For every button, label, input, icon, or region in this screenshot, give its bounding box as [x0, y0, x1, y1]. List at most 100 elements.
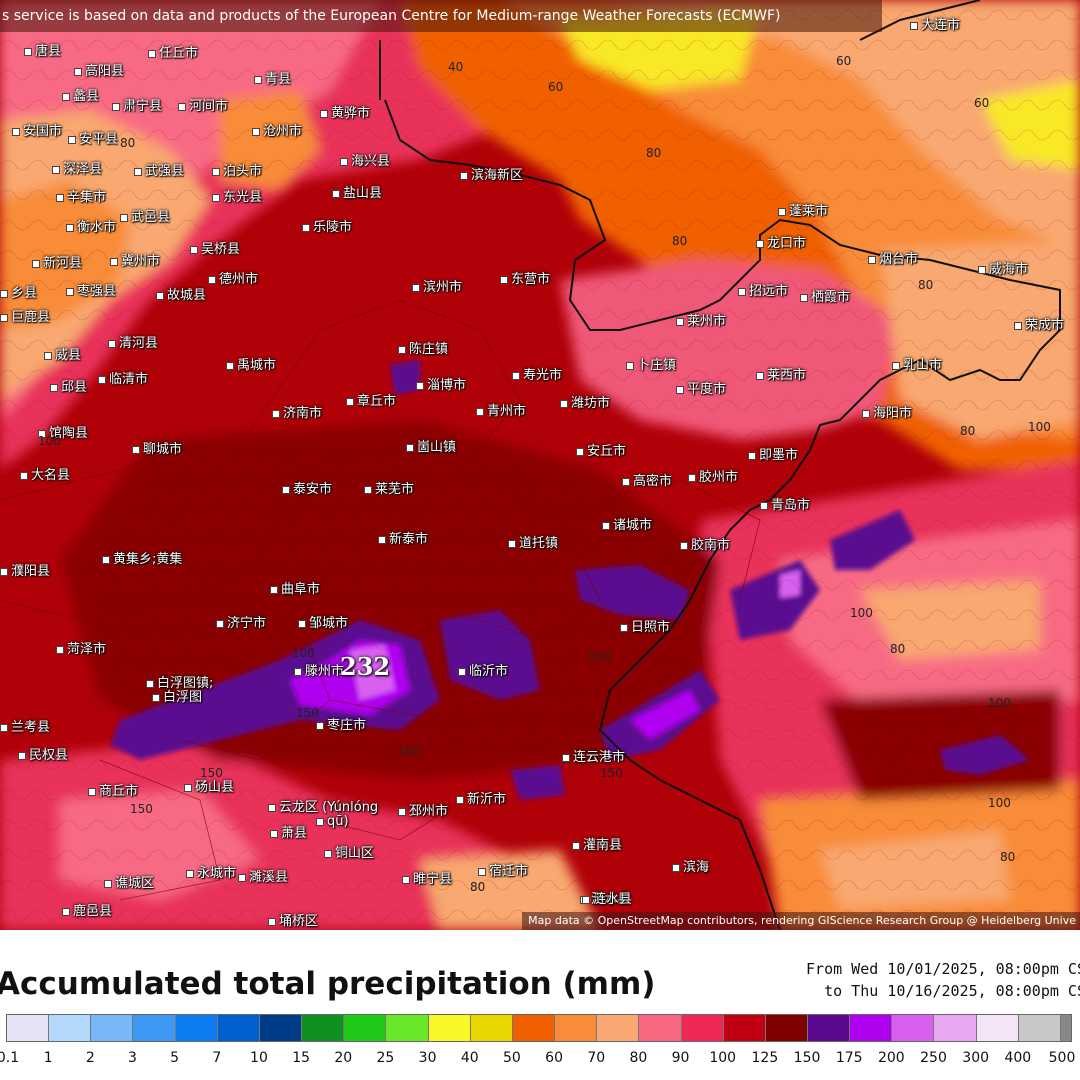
- city-name: 青县: [265, 72, 292, 87]
- city-name: 莱芜市: [375, 482, 415, 497]
- colorbar-swatch: [7, 1015, 50, 1041]
- colorbar-tick-label: 30: [418, 1050, 437, 1066]
- map-attribution: Map data © OpenStreetMap contributors, r…: [522, 912, 1080, 930]
- city-label: 东营市: [500, 268, 550, 287]
- city-name: 谯城区: [115, 876, 155, 891]
- city-name: 陈庄镇: [409, 342, 449, 357]
- city-marker-icon: [862, 409, 870, 418]
- city-name: 青州市: [487, 404, 527, 419]
- city-name: 寿光市: [523, 368, 563, 383]
- city-marker-icon: [508, 539, 516, 548]
- city-marker-icon: [412, 283, 420, 292]
- city-label: 濉溪县: [238, 866, 288, 885]
- city-marker-icon: [364, 485, 372, 494]
- precipitation-map: 唐县 任丘市 高阳县 青县 蠡县 肃宁县 河间市 黄骅市 安国市 安平县 沧州市 海兴县 深泽县 武强县 泊…: [0, 0, 1080, 930]
- city-name: 兰考县: [11, 720, 51, 735]
- city-name: 威县: [55, 348, 82, 363]
- colorbar-tick-label: 200: [877, 1050, 905, 1066]
- colorbar-tick-label: 125: [751, 1050, 779, 1066]
- city-marker-icon: [268, 917, 276, 926]
- city-label: 武邑县: [120, 206, 170, 225]
- city-name: 济宁市: [227, 616, 267, 631]
- city-marker-icon: [346, 397, 354, 406]
- city-label: 黄集乡;黄集: [102, 548, 182, 567]
- colorbar-tick-label: 500: [1048, 1050, 1076, 1066]
- city-name: 深泽县: [63, 162, 103, 177]
- city-name: 任丘市: [159, 46, 199, 61]
- city-marker-icon: [108, 339, 116, 348]
- city-marker-icon: [626, 361, 634, 370]
- colorbar-swatch: [934, 1015, 977, 1041]
- precipitation-field: [0, 0, 1080, 930]
- city-marker-icon: [208, 275, 216, 284]
- city-marker-icon: [298, 619, 306, 628]
- city-label: qū): [316, 814, 349, 829]
- city-label: 烟台市: [868, 248, 918, 267]
- city-label: 莱芜市: [364, 478, 414, 497]
- city-label: 青州市: [476, 400, 526, 419]
- colorbar-tick-label: 15: [292, 1050, 311, 1066]
- city-label: 乳山市: [892, 354, 942, 373]
- city-label: 陈庄镇: [398, 338, 448, 357]
- city-name: 泗水县: [591, 892, 631, 907]
- city-label: 连云港市: [562, 746, 625, 765]
- city-marker-icon: [102, 555, 110, 564]
- city-label: 新沂市: [456, 788, 506, 807]
- city-marker-icon: [50, 383, 58, 392]
- city-label: 邹城市: [298, 612, 348, 631]
- city-marker-icon: [602, 521, 610, 530]
- city-marker-icon: [120, 213, 128, 222]
- city-name: 崮山镇: [417, 440, 457, 455]
- colorbar-swatch: [428, 1015, 471, 1041]
- city-name: 乐陵市: [313, 220, 353, 235]
- colorbar-swatch: [555, 1015, 598, 1041]
- city-marker-icon: [676, 317, 684, 326]
- city-name: 泰安市: [293, 482, 333, 497]
- city-marker-icon: [294, 667, 302, 676]
- city-name: 辛集市: [67, 190, 107, 205]
- city-label: 鹿邑县: [62, 900, 112, 919]
- city-marker-icon: [476, 407, 484, 416]
- colorbar-swatch: [217, 1015, 260, 1041]
- colorbar-tick-label: 2: [85, 1050, 95, 1066]
- city-label: 新泰市: [378, 528, 428, 547]
- city-label: 蓬莱市: [778, 200, 828, 219]
- colorbar-tick-label: 20: [334, 1050, 353, 1066]
- city-marker-icon: [178, 102, 186, 111]
- city-name: 胶州市: [699, 470, 739, 485]
- city-name: 荣成市: [1025, 318, 1065, 333]
- city-name: 萧县: [281, 826, 308, 841]
- colorbar-swatch: [723, 1015, 766, 1041]
- colorbar-swatch: [344, 1015, 387, 1041]
- city-marker-icon: [186, 869, 194, 878]
- city-label: 萧县: [270, 822, 307, 841]
- city-marker-icon: [212, 167, 220, 176]
- contour-label: 150: [200, 766, 223, 780]
- city-marker-icon: [1014, 321, 1022, 330]
- city-name: 平度市: [687, 382, 727, 397]
- city-name: 安国市: [23, 124, 63, 139]
- contour-label: 150: [600, 766, 623, 780]
- city-label: 济宁市: [216, 612, 266, 631]
- city-label: 铜山区: [324, 842, 374, 861]
- city-name: 潍坊市: [571, 396, 611, 411]
- colorbar-swatch: [681, 1015, 724, 1041]
- city-label: 民权县: [18, 744, 68, 763]
- city-marker-icon: [110, 257, 118, 266]
- city-label: 青岛市: [760, 494, 810, 513]
- colorbar-tick-label: 10: [250, 1050, 268, 1066]
- colorbar-tick-label: 3: [128, 1050, 137, 1066]
- city-label: 威海市: [978, 258, 1028, 277]
- colorbar-tick-label: 7: [212, 1050, 222, 1066]
- city-name: 德州市: [219, 272, 259, 287]
- city-label: 大连市: [910, 14, 960, 33]
- city-name: 济南市: [283, 406, 323, 421]
- colorbar-swatch: [597, 1015, 640, 1041]
- city-name: 睢宁县: [413, 872, 453, 887]
- colorbar-swatch: [302, 1015, 345, 1041]
- city-label: 招远市: [738, 280, 788, 299]
- city-name: 埇桥区: [279, 914, 319, 929]
- city-marker-icon: [512, 371, 520, 380]
- city-marker-icon: [62, 92, 70, 101]
- city-label: 乐陵市: [302, 216, 352, 235]
